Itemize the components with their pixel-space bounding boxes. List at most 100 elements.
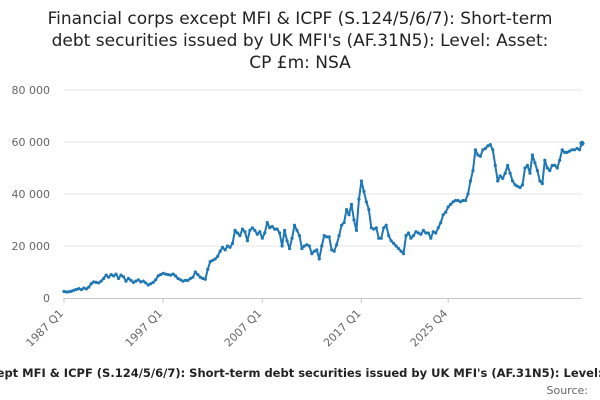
data-point: [463, 198, 468, 203]
data-point: [208, 260, 212, 264]
data-point: [139, 280, 143, 284]
data-point: [364, 200, 368, 204]
data-point: [550, 163, 554, 167]
data-point: [87, 285, 91, 289]
data-point: [156, 274, 160, 278]
y-tick-label: 40 000: [12, 188, 51, 201]
data-point: [72, 288, 76, 292]
data-point: [67, 290, 71, 294]
x-tick-label: 2025 Q4: [408, 307, 451, 350]
data-point: [136, 278, 140, 282]
data-point: [176, 276, 180, 281]
chart-title-line-2: debt securities issued by UK MFI's (AF.3…: [52, 31, 549, 51]
data-point: [307, 244, 311, 248]
data-point: [126, 276, 131, 281]
data-point: [513, 183, 517, 187]
data-point: [424, 231, 428, 235]
data-point: [114, 272, 118, 276]
data-point: [409, 236, 413, 240]
data-point: [354, 228, 359, 232]
x-tick-label: 2007 Q1: [222, 307, 265, 350]
data-point: [468, 179, 473, 183]
data-point: [134, 279, 138, 283]
data-point: [300, 247, 304, 251]
data-point: [253, 228, 257, 232]
data-point: [94, 280, 98, 284]
data-point: [206, 267, 210, 271]
data-point: [533, 161, 537, 165]
data-point: [225, 244, 230, 248]
data-point: [506, 163, 510, 167]
data-point: [471, 169, 475, 173]
data-point: [441, 213, 445, 217]
data-point: [451, 200, 455, 204]
data-point: [144, 281, 148, 285]
data-point: [389, 239, 393, 243]
data-point: [352, 218, 356, 222]
data-point: [404, 234, 408, 238]
data-point: [228, 245, 232, 249]
data-point: [563, 150, 567, 154]
data-point: [312, 249, 316, 253]
data-point: [553, 163, 557, 167]
data-point: [109, 273, 113, 277]
data-point: [473, 148, 478, 152]
data-point: [287, 247, 292, 251]
data-point: [374, 226, 378, 230]
data-point: [240, 227, 245, 231]
data-point: [216, 254, 220, 258]
data-point: [268, 226, 272, 230]
data-point: [69, 289, 74, 293]
data-point: [201, 276, 205, 281]
data-point: [302, 244, 307, 248]
data-point: [545, 166, 549, 170]
data-point: [399, 249, 403, 253]
data-point: [575, 146, 579, 151]
chart-caption: Financial corps except MFI & ICPF (S.124…: [0, 366, 600, 380]
data-point: [456, 198, 460, 203]
data-point: [99, 279, 103, 283]
data-point: [107, 275, 111, 279]
data-point: [221, 245, 225, 249]
data-point: [434, 231, 438, 235]
data-point: [186, 278, 190, 282]
data-point: [335, 243, 339, 247]
data-point: [377, 236, 381, 240]
data-point: [275, 227, 279, 231]
y-tick-label: 0: [43, 292, 50, 305]
data-point: [369, 226, 373, 230]
y-tick-label: 80 000: [12, 84, 51, 97]
y-tick-label: 60 000: [12, 136, 51, 149]
data-point: [260, 236, 264, 240]
data-point: [198, 275, 202, 279]
data-point: [233, 228, 237, 232]
data-point: [203, 277, 207, 281]
data-point: [384, 223, 388, 227]
data-point: [119, 273, 123, 277]
data-point: [97, 281, 101, 285]
data-point: [486, 144, 490, 148]
data-point: [265, 221, 269, 225]
data-point: [548, 169, 552, 173]
data-point: [357, 197, 361, 201]
data-point: [449, 202, 453, 206]
data-point: [488, 143, 492, 147]
chart-title: Financial corps except MFI & ICPF (S.124…: [48, 9, 553, 73]
data-point: [565, 150, 569, 154]
data-point: [543, 158, 547, 162]
data-point: [436, 226, 440, 230]
data-point: [159, 273, 163, 277]
data-point: [347, 213, 351, 217]
data-point: [493, 163, 497, 167]
y-tick-label: 20 000: [12, 240, 51, 253]
data-point: [530, 153, 535, 157]
data-point: [82, 286, 86, 290]
data-point: [181, 279, 185, 283]
series-line: [63, 142, 583, 294]
data-point: [223, 248, 227, 252]
data-point: [416, 231, 421, 235]
data-point: [315, 248, 319, 252]
data-point: [292, 223, 297, 227]
data-point: [320, 244, 324, 248]
data-point: [62, 289, 66, 294]
